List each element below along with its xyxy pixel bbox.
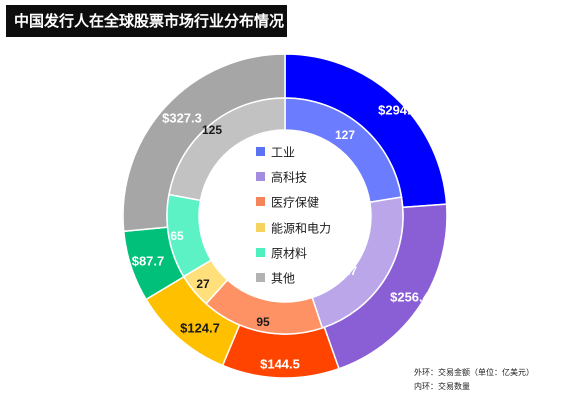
legend-label-4: 能源和电力 [271,222,331,236]
inner-ring-label-5: 65 [170,229,184,243]
legend-swatch-3 [256,197,265,206]
legend-swatch-2 [256,172,265,181]
outer-ring-label-2: $256.4 [390,289,431,304]
legend-label-5: 原材料 [271,247,307,261]
inner-ring-label-3: 95 [256,315,270,329]
inner-ring-segment-6 [168,97,286,202]
outer-ring-label-4: $124.7 [180,320,220,335]
outer-ring-note: 外环：交易金额（单位：亿美元） [414,368,534,377]
outer-ring-label-1: $294.3 [378,102,418,117]
outer-ring-label-5: $87.7 [132,253,165,268]
chart-title: 中国发行人在全球股票市场行业分布情况 [6,5,287,37]
inner-ring-labels: 127 127 95 27 65 125 [170,123,357,329]
inner-ring-label-4: 27 [196,277,210,291]
outer-ring-label-6: $327.3 [162,110,202,125]
inner-ring-label-2: 127 [337,264,357,278]
inner-ring-note: 内环：交易数量 [414,382,470,391]
outer-ring [122,53,448,379]
legend-label-2: 高科技 [271,170,307,185]
legend-swatch-6 [256,273,265,282]
legend-label-3: 医疗保健 [271,196,319,210]
outer-ring-labels: $294.3 $256.4 $144.5 $124.7 $87.7 $327.3 [132,102,431,371]
legend-swatch-4 [256,223,265,232]
legend-label-6: 其他 [271,272,295,286]
inner-ring [166,97,404,335]
legend-label-1: 工业 [271,146,295,160]
outer-ring-label-3: $144.5 [260,356,300,371]
legend-swatch-5 [256,248,265,257]
inner-ring-label-6: 125 [202,123,222,137]
inner-ring-label-1: 127 [335,128,355,142]
legend-swatch-1 [256,147,265,156]
